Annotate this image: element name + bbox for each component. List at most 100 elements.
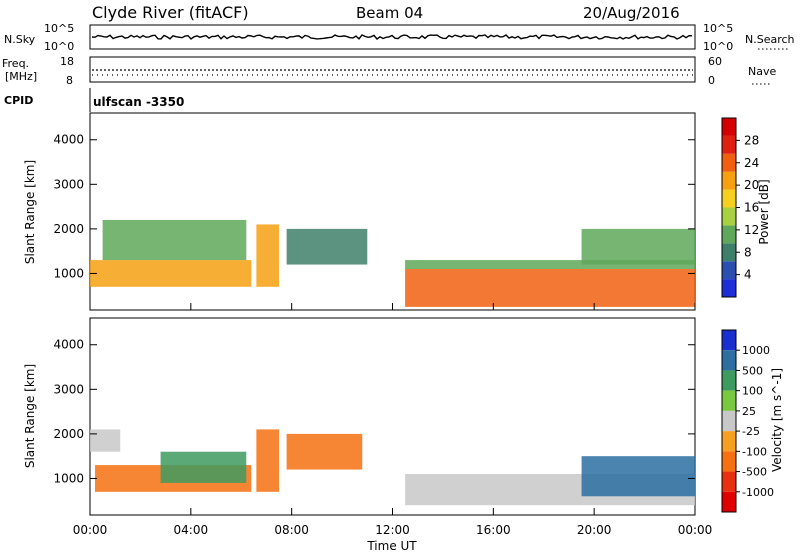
colorbar-swatch	[722, 491, 736, 512]
nsky-tick-bottom: 10^0	[44, 40, 74, 53]
colorbar-swatch	[722, 451, 736, 472]
freq-panel: Freq. [MHz] 18 8 60 0 Nave	[2, 55, 776, 87]
x-tick-label: 20:00	[577, 523, 612, 537]
colorbar-tick-label: 12	[744, 223, 759, 237]
power-ylabel: Slant Range [km]	[23, 160, 37, 264]
colorbar-swatch	[722, 135, 736, 154]
x-tick-label: 00:00	[73, 523, 108, 537]
colorbar-tick-label: 16	[744, 201, 759, 215]
colorbar-swatch	[722, 189, 736, 208]
station-title: Clyde River (fitACF)	[92, 3, 249, 22]
velocity-colorbar: 1000 500 100 25 -25 -100 -500 -1000	[721, 329, 774, 513]
velocity-y-ticks: 1000 2000 3000 4000	[53, 338, 695, 485]
colorbar-tick-label: 8	[744, 245, 752, 259]
nsky-label: N.Sky	[4, 33, 36, 46]
date-title: 20/Aug/2016	[583, 4, 680, 22]
time-axis: 00:00 04:00 08:00 12:00 16:00 20:00 00:00	[73, 303, 713, 537]
y-tick-label: 2000	[53, 222, 84, 236]
y-tick-label: 1000	[53, 266, 84, 280]
y-tick-label: 2000	[53, 427, 84, 441]
colorbar-swatch	[722, 350, 736, 371]
power-region	[102, 219, 247, 261]
y-tick-label: 1000	[53, 471, 84, 485]
nsky-panel: N.Sky 10^5 10^0 10^5 10^0 N.Search	[4, 22, 795, 53]
power-y-ticks: 1000 2000 3000 4000	[53, 133, 695, 280]
power-region	[581, 228, 695, 265]
colorbar-swatch	[722, 390, 736, 411]
velocity-ylabel: Slant Range [km]	[23, 364, 37, 468]
colorbar-swatch	[722, 471, 736, 492]
colorbar-tick-label: -25	[742, 425, 760, 438]
colorbar-swatch	[722, 279, 736, 297]
nsky-tick-top: 10^5	[44, 22, 74, 35]
colorbar-swatch	[722, 410, 736, 432]
nsearch-tick-top: 10^5	[703, 22, 733, 35]
velocity-cbar-label: Velocity [m s^-1]	[770, 368, 784, 472]
x-tick-label: 12:00	[375, 523, 410, 537]
y-tick-label: 3000	[53, 382, 84, 396]
nsearch-tick-bottom: 10^0	[703, 40, 733, 53]
colorbar-swatch	[722, 370, 736, 391]
cpid-value: ulfscan -3350	[93, 95, 184, 109]
colorbar-swatch	[722, 261, 736, 280]
x-tick-label: 16:00	[476, 523, 511, 537]
colorbar-tick-label: 4	[744, 268, 752, 282]
velocity-region	[581, 456, 695, 497]
velocity-region	[286, 433, 363, 470]
colorbar-tick-label: 1000	[742, 344, 770, 357]
x-tick-label: 08:00	[274, 523, 309, 537]
velocity-panel: 1000 2000 3000 4000 Slant Range [km] 1000 50…	[23, 317, 784, 516]
colorbar-swatch	[722, 243, 736, 262]
freq-frame	[89, 56, 696, 83]
colorbar-frame	[721, 329, 737, 513]
colorbar-swatch	[722, 118, 736, 136]
nsky-frame	[89, 24, 696, 50]
velocity-data-layer	[90, 429, 695, 506]
power-colorbar: 4 8 12 16 20 24 28	[721, 117, 759, 298]
power-region	[256, 224, 280, 287]
colorbar-tick-label: -500	[742, 466, 767, 479]
freq-tick-bottom: 8	[66, 74, 73, 87]
colorbar-tick-label: 24	[744, 156, 759, 170]
velocity-region	[160, 451, 247, 483]
time-axis-label: Time UT	[366, 539, 417, 553]
cpid-label: CPID	[4, 94, 33, 107]
colorbar-tick-label: 20	[744, 178, 759, 192]
y-tick-label: 4000	[53, 133, 84, 147]
y-tick-label: 3000	[53, 177, 84, 191]
velocity-region	[90, 429, 121, 452]
beam-title: Beam 04	[356, 4, 423, 22]
freq-label-2: [MHz]	[5, 70, 37, 83]
y-tick-label: 4000	[53, 338, 84, 352]
velocity-region	[256, 429, 280, 492]
nave-tick-top: 60	[708, 55, 722, 68]
power-region	[286, 228, 368, 265]
x-tick-label: 00:00	[678, 523, 713, 537]
x-tick-label: 04:00	[174, 523, 209, 537]
colorbar-swatch	[722, 153, 736, 172]
power-region	[90, 260, 252, 287]
colorbar-tick-label: -100	[742, 445, 767, 458]
colorbar-tick-label: 28	[744, 133, 759, 147]
colorbar-swatch	[722, 330, 736, 351]
colorbar-tick-label: 500	[742, 364, 763, 377]
nsky-trace	[91, 34, 693, 40]
nsearch-label: N.Search	[745, 33, 795, 46]
colorbar-swatch	[722, 171, 736, 190]
freq-label-1: Freq.	[2, 57, 29, 70]
power-data-layer	[90, 219, 695, 307]
colorbar-swatch	[722, 225, 736, 244]
nave-tick-bottom: 0	[708, 74, 715, 87]
freq-tick-top: 18	[60, 55, 74, 68]
colorbar-tick-label: 25	[742, 405, 756, 418]
colorbar-tick-label: 100	[742, 385, 763, 398]
power-cbar-label: Power [dB]	[757, 179, 771, 244]
nave-label: Nave	[748, 65, 776, 78]
colorbar-swatch	[722, 207, 736, 226]
power-region	[405, 260, 695, 269]
colorbar-swatch	[722, 431, 736, 452]
power-region	[405, 268, 695, 307]
colorbar-tick-label: -1000	[742, 486, 774, 499]
power-panel: 1000 2000 3000 4000 Slant Range [km] 4 8 12 16…	[23, 112, 771, 311]
